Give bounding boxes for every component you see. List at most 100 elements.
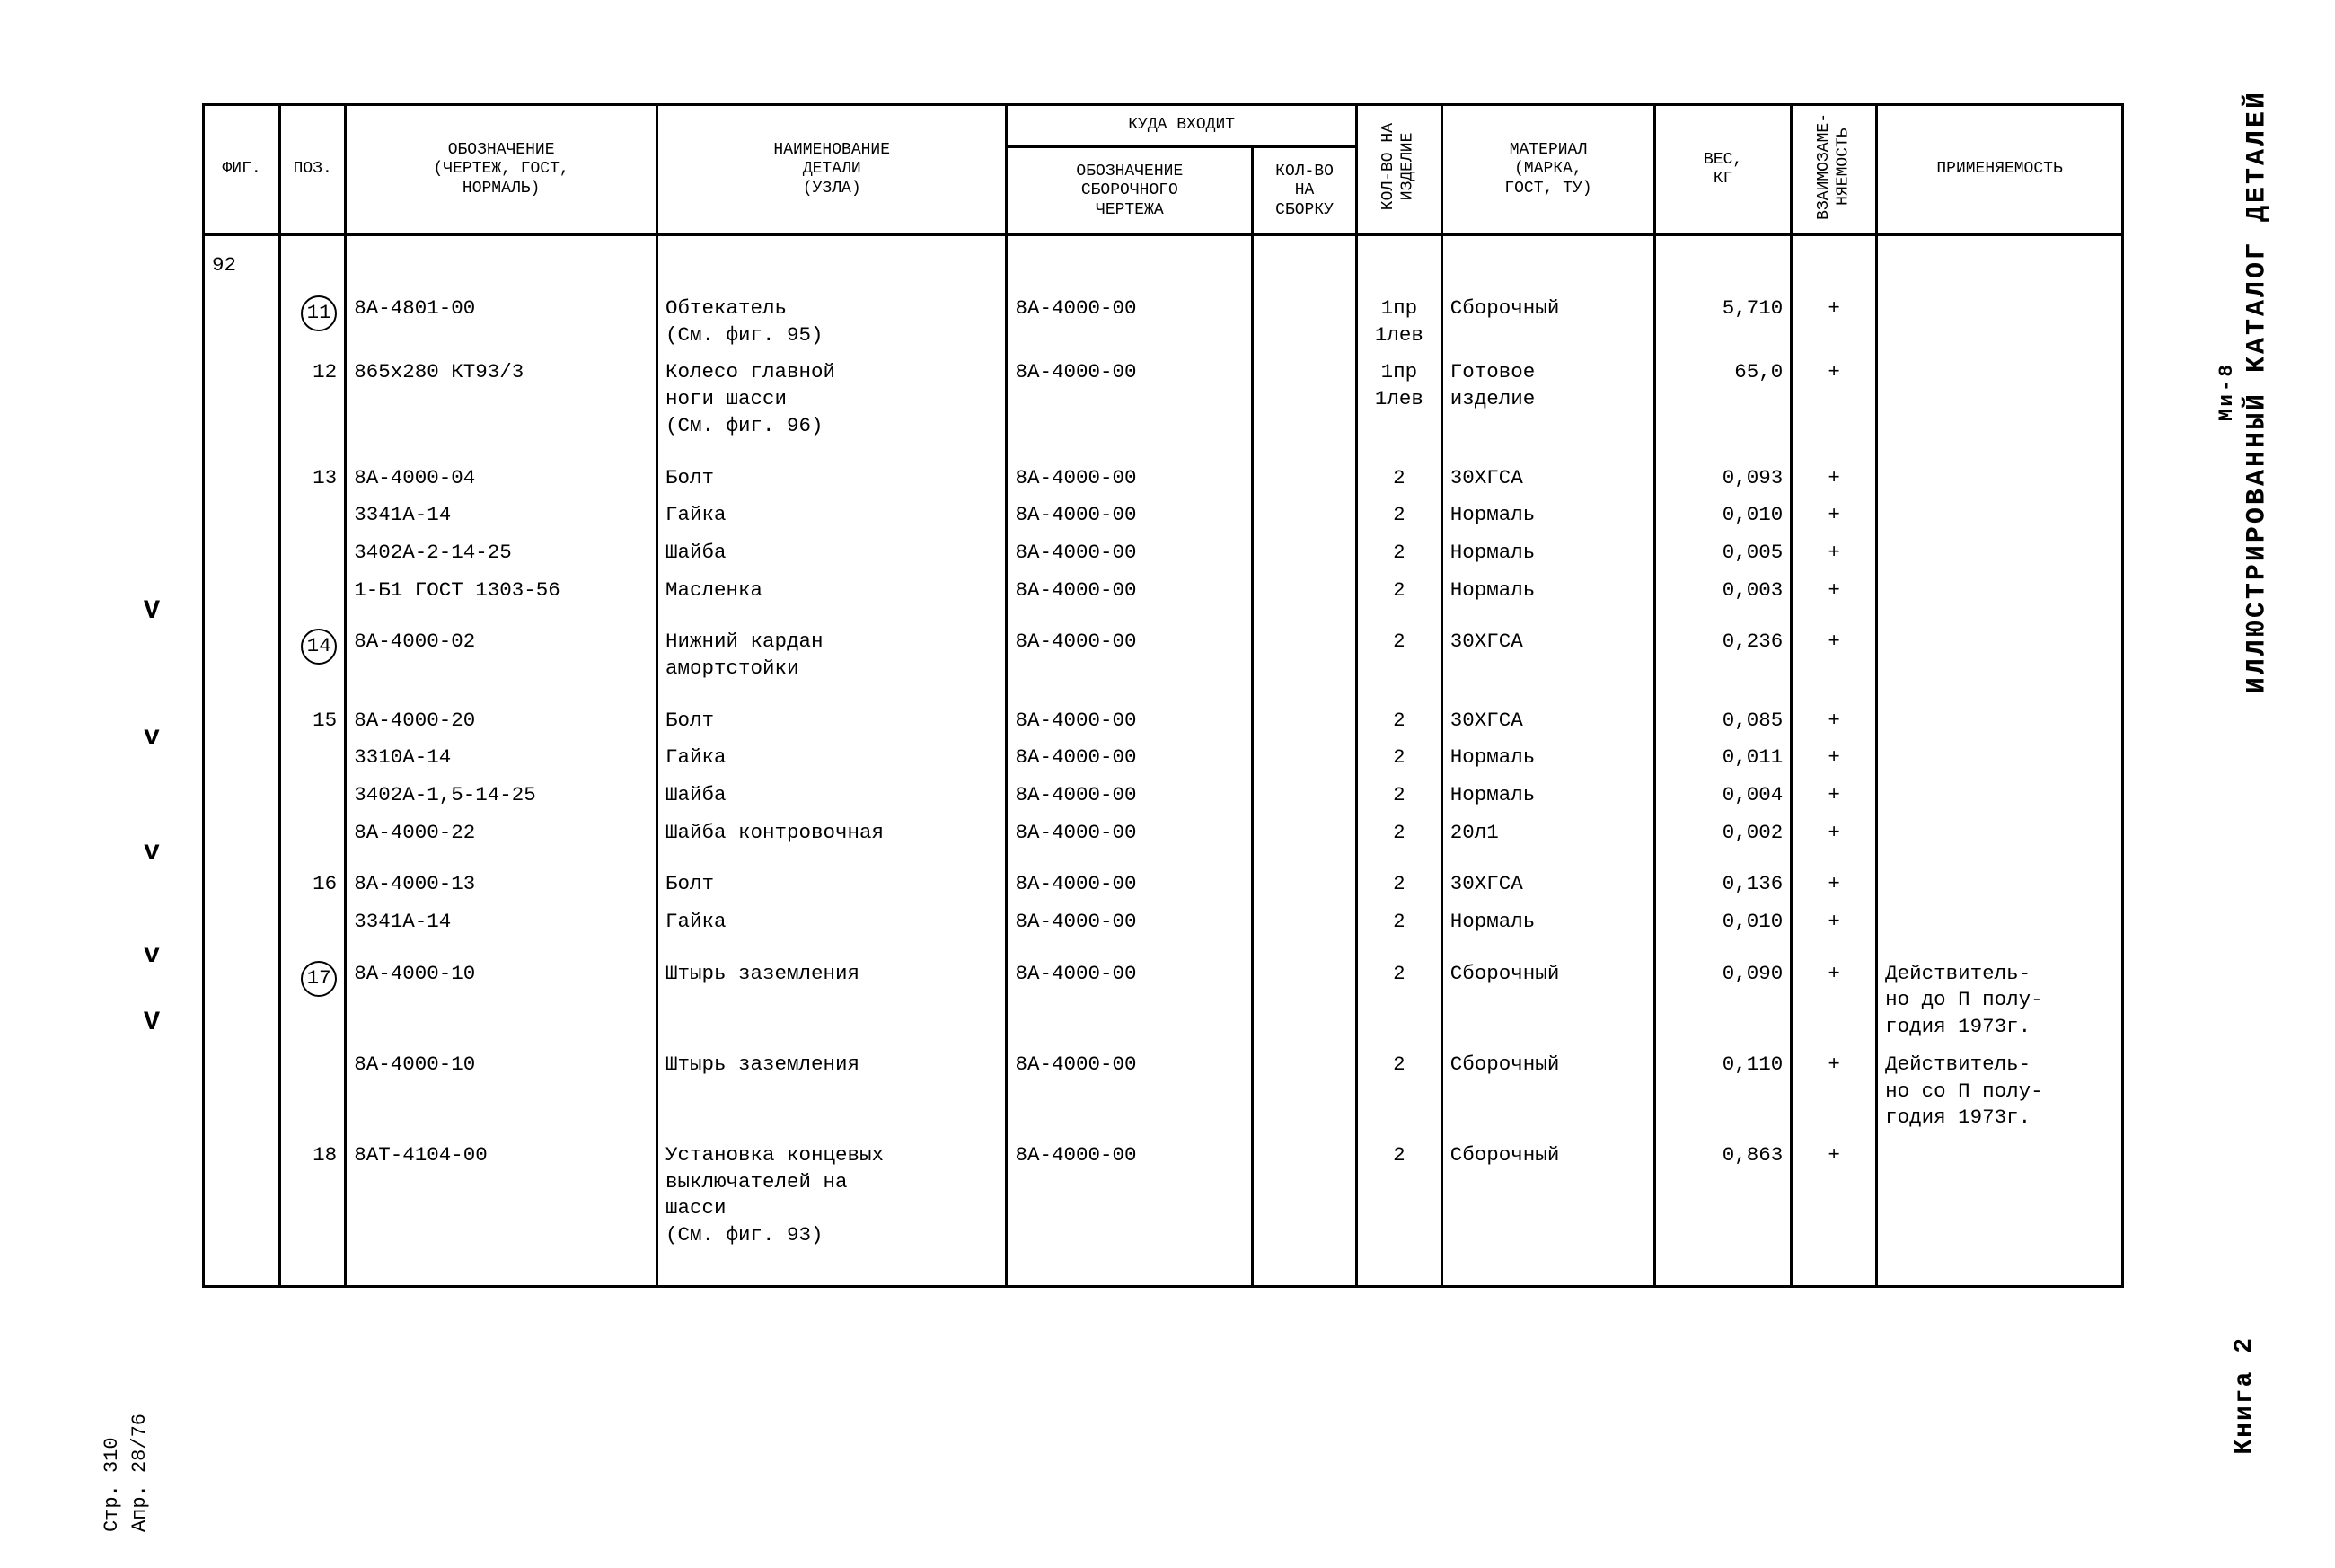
cell-application xyxy=(1877,354,2123,459)
pos-circled: 17 xyxy=(301,961,337,997)
cell-interchange: + xyxy=(1792,354,1877,459)
col-interchange: ВЗАИМОЗАМЕ- НЯЕМОСТЬ xyxy=(1792,105,1877,235)
cell-pos: 17 xyxy=(280,956,346,1046)
cell-qty-product: 2 xyxy=(1356,572,1441,624)
cell-application xyxy=(1877,623,2123,701)
cell-qty-asm xyxy=(1253,777,1357,815)
cell-qty-asm xyxy=(1253,497,1357,534)
cell-assembly: 8А-4000-00 xyxy=(1007,354,1253,459)
footer-date: Апр. 28/76 xyxy=(128,1414,151,1532)
cell-assembly: 8А-4000-00 xyxy=(1007,623,1253,701)
cell-application: Действитель- но до П полу- годия 1973г. xyxy=(1877,956,2123,1046)
cell-name: Штырь заземления xyxy=(657,1046,1007,1137)
cell-weight: 0,863 xyxy=(1655,1137,1792,1286)
cell-material: 30ХГСА xyxy=(1441,460,1654,498)
cell-material: 20л1 xyxy=(1441,815,1654,867)
cell-fig xyxy=(204,702,280,740)
side-title-small: Ми-8 xyxy=(2215,362,2238,421)
cell-fig xyxy=(204,354,280,459)
cell-qty-asm xyxy=(1253,1046,1357,1137)
cell-fig xyxy=(204,1137,280,1286)
cell xyxy=(280,235,346,290)
col-designation: ОБОЗНАЧЕНИЕ (ЧЕРТЕЖ, ГОСТ, НОРМАЛЬ) xyxy=(346,105,657,235)
cell-fig xyxy=(204,739,280,777)
cell-interchange: + xyxy=(1792,866,1877,903)
table-row: 3341А-14Гайка8А-4000-002Нормаль0,010+ xyxy=(204,903,2123,956)
margin-check-mark: v xyxy=(144,938,160,974)
cell-assembly: 8А-4000-00 xyxy=(1007,497,1253,534)
cell-fig xyxy=(204,956,280,1046)
cell-assembly: 8А-4000-00 xyxy=(1007,777,1253,815)
col-asm-designation: ОБОЗНАЧЕНИЕ СБОРОЧНОГО ЧЕРТЕЖА xyxy=(1007,147,1253,235)
cell-qty-asm xyxy=(1253,534,1357,572)
cell-application xyxy=(1877,290,2123,354)
cell-pos: 12 xyxy=(280,354,346,459)
margin-check-mark: V xyxy=(144,1006,160,1042)
cell-application xyxy=(1877,460,2123,498)
table-row: 138А-4000-04Болт8А-4000-00230ХГСА0,093+ xyxy=(204,460,2123,498)
cell-designation: 3341А-14 xyxy=(346,903,657,956)
cell-weight: 0,085 xyxy=(1655,702,1792,740)
table-row: 168А-4000-13Болт8А-4000-00230ХГСА0,136+ xyxy=(204,866,2123,903)
cell-name: Болт xyxy=(657,866,1007,903)
cell-weight: 65,0 xyxy=(1655,354,1792,459)
cell-material: Нормаль xyxy=(1441,497,1654,534)
cell-fig xyxy=(204,572,280,624)
cell-material: Сборочный xyxy=(1441,1046,1654,1137)
cell-material: Сборочный xyxy=(1441,290,1654,354)
cell-pos xyxy=(280,497,346,534)
cell xyxy=(346,235,657,290)
cell xyxy=(1441,235,1654,290)
margin-check-mark: V xyxy=(144,595,160,630)
cell-pos xyxy=(280,1046,346,1137)
cell-pos xyxy=(280,739,346,777)
cell-qty-product: 2 xyxy=(1356,497,1441,534)
cell-weight: 5,710 xyxy=(1655,290,1792,354)
cell-fig xyxy=(204,777,280,815)
margin-check-mark: v xyxy=(144,835,160,871)
cell-name: Гайка xyxy=(657,739,1007,777)
cell-qty-product: 2 xyxy=(1356,866,1441,903)
cell-assembly: 8А-4000-00 xyxy=(1007,739,1253,777)
cell-pos: 13 xyxy=(280,460,346,498)
cell-material: Нормаль xyxy=(1441,903,1654,956)
cell-name: Масленка xyxy=(657,572,1007,624)
cell xyxy=(1253,235,1357,290)
cell-weight: 0,004 xyxy=(1655,777,1792,815)
side-title-big: ИЛЛЮСТРИРОВАННЫЙ КАТАЛОГ ДЕТАЛЕЙ xyxy=(2242,90,2273,693)
cell-application xyxy=(1877,815,2123,867)
cell xyxy=(1007,235,1253,290)
cell-designation: 3402А-2-14-25 xyxy=(346,534,657,572)
cell-designation: 8А-4801-00 xyxy=(346,290,657,354)
cell-assembly: 8А-4000-00 xyxy=(1007,956,1253,1046)
cell-qty-asm xyxy=(1253,702,1357,740)
table-header: ФИГ. ПОЗ. ОБОЗНАЧЕНИЕ (ЧЕРТЕЖ, ГОСТ, НОР… xyxy=(204,105,2123,235)
footer-page: Стр. 310 xyxy=(101,1437,123,1532)
cell-assembly: 8А-4000-00 xyxy=(1007,702,1253,740)
table-row: 8А-4000-10Штырь заземления8А-4000-002Сбо… xyxy=(204,1046,2123,1137)
pos-circled: 14 xyxy=(301,629,337,665)
cell-qty-product: 1пр 1лев xyxy=(1356,290,1441,354)
cell-qty-product: 2 xyxy=(1356,1046,1441,1137)
fig-row: 92 xyxy=(204,235,2123,290)
cell xyxy=(657,235,1007,290)
cell-qty-product: 2 xyxy=(1356,956,1441,1046)
cell-pos: 14 xyxy=(280,623,346,701)
cell-material: 30ХГСА xyxy=(1441,866,1654,903)
cell-fig xyxy=(204,623,280,701)
cell-assembly: 8А-4000-00 xyxy=(1007,1137,1253,1286)
cell-application xyxy=(1877,903,2123,956)
cell-pos: 15 xyxy=(280,702,346,740)
col-qty-product: КОЛ-ВО НА ИЗДЕЛИЕ xyxy=(1356,105,1441,235)
cell-pos: 16 xyxy=(280,866,346,903)
cell-qty-product: 1пр 1лев xyxy=(1356,354,1441,459)
cell-weight: 0,136 xyxy=(1655,866,1792,903)
cell-application xyxy=(1877,777,2123,815)
cell-application xyxy=(1877,702,2123,740)
cell: 92 xyxy=(204,235,280,290)
cell-name: Болт xyxy=(657,460,1007,498)
cell-qty-product: 2 xyxy=(1356,739,1441,777)
cell-interchange: + xyxy=(1792,460,1877,498)
table-row: 118А-4801-00Обтекатель (См. фиг. 95)8А-4… xyxy=(204,290,2123,354)
cell-assembly: 8А-4000-00 xyxy=(1007,1046,1253,1137)
